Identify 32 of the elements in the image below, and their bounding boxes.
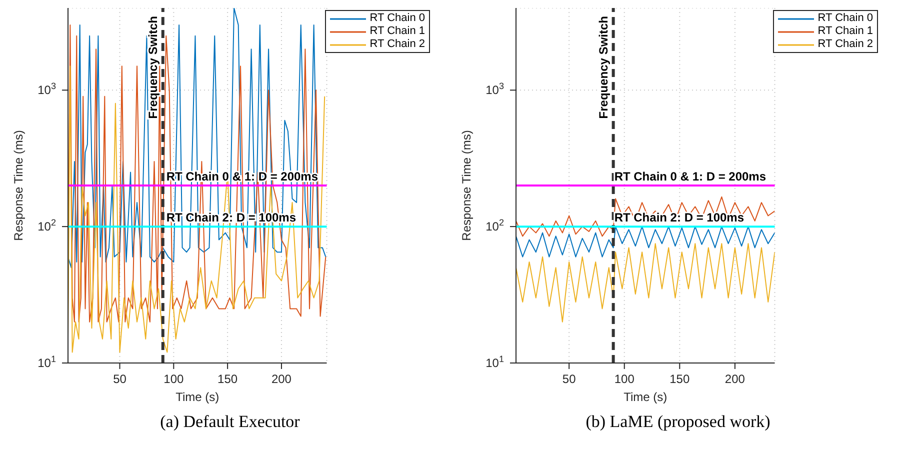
y-tick-label: 10$^{3}$	[486, 81, 504, 98]
y-tick-label: 10$^{2}$	[38, 218, 56, 234]
text: (b) LaME (proposed work)	[584, 412, 772, 432]
x-tick-label: 200	[271, 372, 292, 386]
line-series	[516, 243, 775, 322]
x-tick-label: 100	[164, 372, 184, 386]
y-tick-label: 10$^{1}$	[486, 354, 504, 370]
x-tick-label: 150	[218, 372, 238, 386]
legend-label: RT Chain 0	[818, 12, 873, 25]
y-axis-title: Response Time (ms)	[11, 130, 26, 241]
text: (a) Default Executor	[159, 412, 301, 432]
x-tick-label: 50	[562, 372, 576, 386]
ref-line-label: Frequency Switch	[146, 16, 160, 119]
ref-line-label: Frequency Switch	[596, 16, 610, 119]
x-tick-label: 200	[724, 372, 746, 386]
legend-label: RT Chain 1	[818, 25, 873, 38]
x-axis-title: Time (s)	[176, 390, 220, 404]
legend-label: RT Chain 2	[370, 38, 425, 51]
legend-label: RT Chain 1	[370, 25, 425, 38]
line-series	[516, 226, 775, 258]
y-axis-title: Response Time (ms)	[459, 130, 474, 241]
legend-label: RT Chain 0	[370, 12, 425, 25]
y-tick-label: 10$^{2}$	[486, 218, 504, 234]
ref-line-label: RT Chain 0 & 1: D = 200ms	[614, 170, 766, 184]
x-tick-label: 50	[113, 372, 127, 386]
line-series	[516, 196, 775, 237]
x-tick-label: 150	[670, 372, 690, 386]
y-tick-label: 10$^{3}$	[38, 81, 56, 98]
x-tick-label: 100	[614, 372, 635, 386]
x-axis-title: Time (s)	[624, 390, 668, 404]
y-tick-label: 10$^{1}$	[38, 354, 56, 370]
legend-label: RT Chain 2	[818, 38, 873, 51]
